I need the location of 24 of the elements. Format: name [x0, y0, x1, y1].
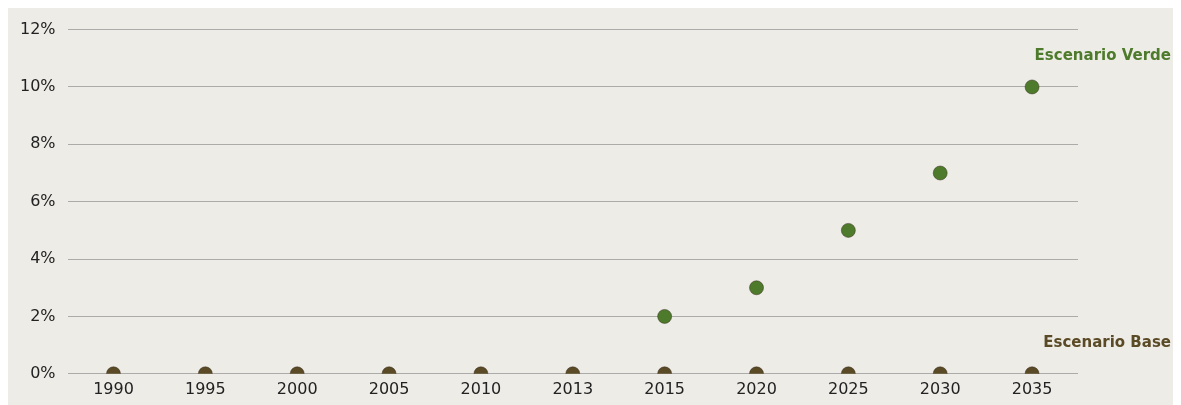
point — [932, 165, 948, 181]
y-tick-label: 2% — [30, 305, 56, 325]
y-tick-label: 8% — [30, 133, 56, 153]
y-tick-label: 4% — [30, 248, 56, 268]
x-tick-label: 1995 — [184, 378, 226, 398]
x-tick-label: 2030 — [919, 378, 961, 398]
x-tick-label: 2013 — [552, 378, 594, 398]
x-tick-label: 2015 — [644, 378, 685, 398]
y-tick-label: 6% — [30, 190, 56, 210]
x-tick-label: 1990 — [93, 378, 134, 398]
y-tick-label: 0% — [30, 362, 56, 382]
y-tick-label: 12% — [20, 18, 56, 38]
x-tick-label: 2010 — [460, 378, 502, 398]
point — [841, 223, 856, 238]
x-tick-label: 2035 — [1011, 378, 1053, 398]
y-tick-label: 10% — [20, 76, 56, 96]
x-tick-label: 2025 — [828, 378, 869, 398]
x-tick-label: 2020 — [736, 378, 777, 398]
series-label: Escenario Verde — [1034, 45, 1171, 64]
point — [749, 280, 764, 295]
point — [1024, 79, 1040, 95]
x-tick-label: 2005 — [368, 378, 410, 398]
series-label: Escenario Base — [1043, 332, 1171, 351]
x-tick-label: 2000 — [276, 378, 318, 398]
